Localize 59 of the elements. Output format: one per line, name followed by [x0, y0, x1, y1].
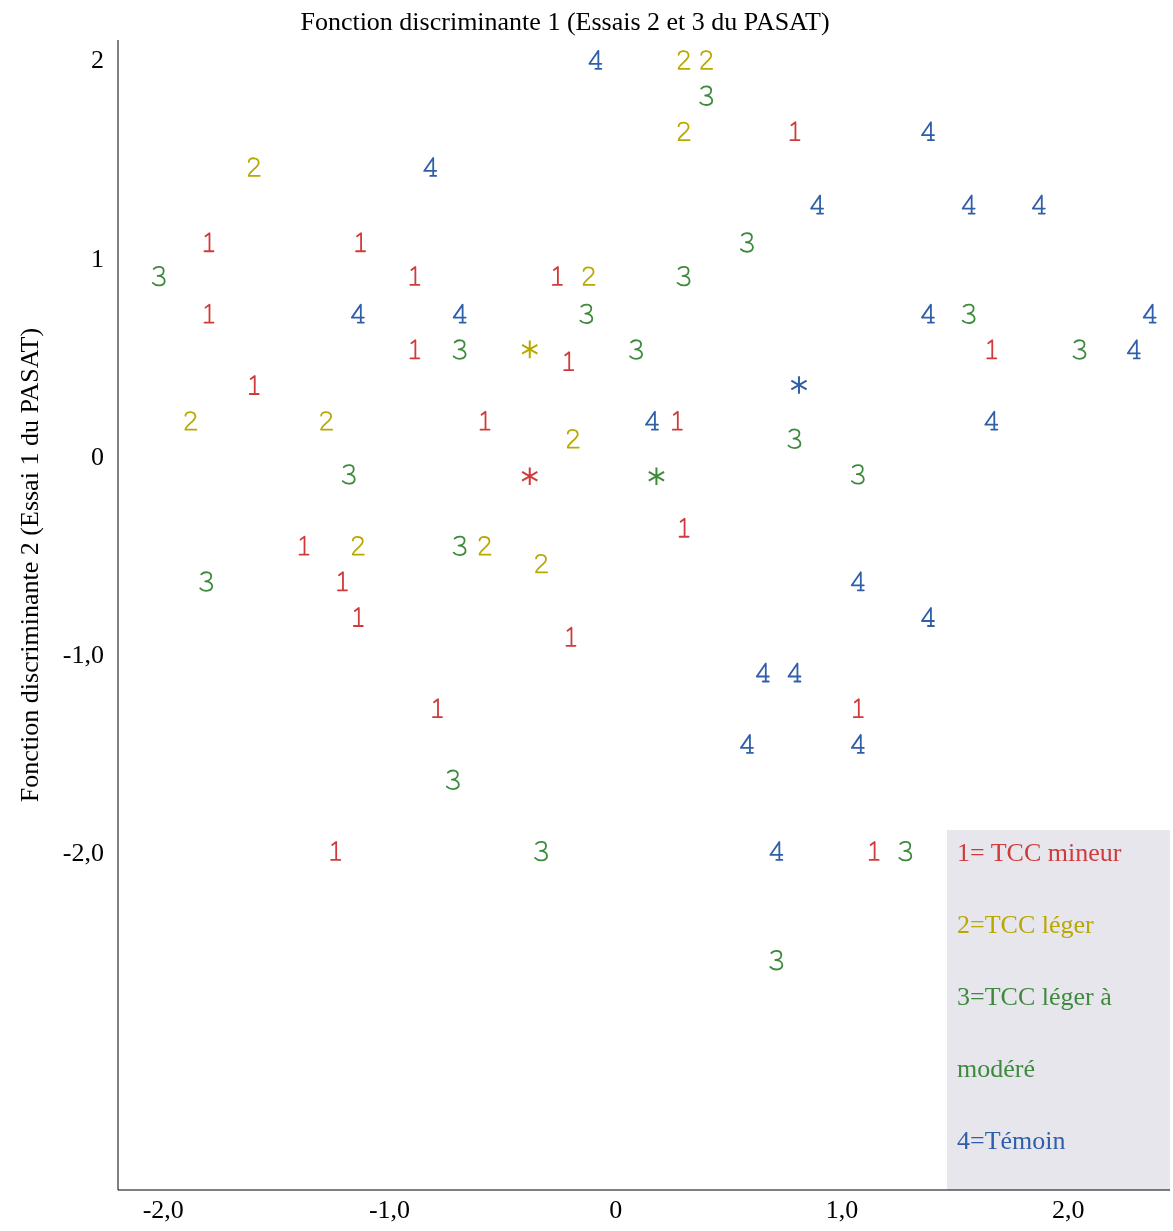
point — [921, 607, 935, 627]
point — [351, 536, 365, 556]
y-tick-label: 0 — [91, 441, 104, 471]
text: 3=TCC léger à modéré — [957, 981, 1112, 1083]
point — [677, 50, 691, 70]
text: 2=TCC léger — [957, 909, 1095, 939]
point — [1142, 303, 1157, 324]
point — [452, 339, 467, 360]
point — [588, 49, 603, 70]
point — [1072, 339, 1087, 360]
point — [341, 464, 356, 485]
point — [961, 194, 976, 215]
point — [850, 733, 865, 754]
y-tick-label: 1 — [91, 243, 104, 273]
point — [247, 157, 261, 177]
point — [787, 428, 802, 449]
point — [151, 266, 166, 287]
point — [647, 466, 666, 487]
x-tick-label: 0 — [609, 1195, 623, 1224]
x-tick-label: -1,0 — [368, 1195, 411, 1224]
point — [1031, 194, 1046, 215]
x-tick-label: 2,0 — [1051, 1195, 1085, 1224]
point — [769, 950, 784, 971]
point — [423, 157, 438, 177]
point — [478, 536, 492, 556]
point — [850, 464, 865, 485]
y-tick-label: -1,0 — [62, 640, 104, 670]
point — [579, 303, 594, 324]
chart-title: Fonction discriminante 1 (Essais 2 et 3 du PASAT) — [300, 7, 830, 36]
point — [445, 769, 460, 790]
point — [320, 411, 334, 431]
point — [452, 535, 467, 556]
x-tick-label: 1,0 — [825, 1195, 859, 1224]
point — [769, 841, 784, 861]
text: 4=Témoin — [957, 1125, 1066, 1155]
point — [521, 339, 539, 360]
y-tick-label: 2 — [91, 45, 104, 75]
point — [961, 303, 976, 324]
point — [850, 571, 865, 592]
point — [521, 466, 539, 487]
point — [790, 375, 808, 395]
point — [566, 429, 580, 449]
point — [699, 85, 714, 106]
point — [582, 266, 596, 286]
point — [1126, 339, 1141, 360]
point — [676, 266, 691, 287]
point — [787, 662, 802, 683]
y-tick-label: -2,0 — [62, 838, 104, 868]
point — [755, 662, 770, 683]
y-axis-title: Fonction discriminante 2 (Essai 1 du PASAT) — [15, 327, 44, 803]
point — [898, 841, 913, 862]
point — [199, 571, 214, 592]
point — [984, 410, 999, 431]
point — [452, 303, 467, 324]
x-tick-label: -2,0 — [142, 1195, 184, 1224]
point — [184, 411, 198, 431]
point — [350, 303, 365, 324]
text: 1= TCC mineur — [957, 837, 1122, 867]
point — [700, 50, 714, 70]
